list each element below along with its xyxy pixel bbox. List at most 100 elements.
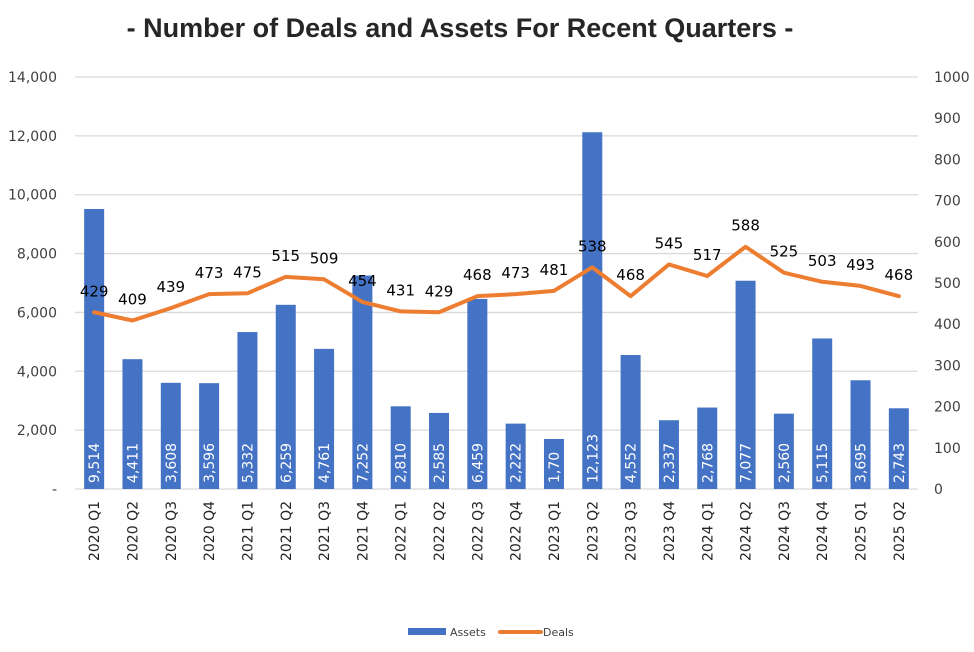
assets-bar	[122, 359, 143, 489]
assets-bar	[620, 355, 641, 489]
x-tick-label: 2022 Q1	[394, 501, 410, 561]
assets-bar	[505, 423, 526, 489]
assets-bar	[467, 298, 488, 489]
assets-bar	[275, 304, 296, 489]
x-tick-label: 2021 Q1	[240, 501, 256, 561]
left-axis: - 2,000 4,000 6,000 8,000 10,000 12,000 14,000	[8, 70, 57, 498]
right-tick-label: 1000	[934, 70, 970, 86]
assets-bars	[84, 132, 909, 489]
left-tick-label: 4,000	[17, 364, 57, 380]
right-tick-label: 0	[934, 482, 943, 498]
assets-bar-label: 2,743	[892, 443, 908, 483]
assets-bar-label: 7,077	[739, 443, 755, 483]
assets-bar	[160, 382, 181, 489]
x-tick-label: 2024 Q1	[700, 501, 716, 561]
right-tick-label: 700	[934, 194, 961, 210]
deals-data-label: 429	[80, 282, 109, 300]
x-tick-label: 2022 Q2	[432, 501, 448, 561]
deals-data-label: 468	[463, 266, 492, 284]
deals-data-label: 473	[501, 264, 530, 282]
assets-bar	[352, 275, 373, 489]
assets-bar	[658, 420, 679, 489]
deals-data-label: 503	[808, 252, 837, 270]
assets-bar-label: 4,761	[317, 443, 333, 483]
deals-data-label: 431	[386, 281, 415, 299]
assets-bar	[543, 438, 564, 489]
deals-data-label: 517	[693, 246, 722, 264]
assets-bar-label: 4,411	[125, 443, 141, 483]
assets-bar-label: 2,337	[662, 443, 678, 483]
x-tick-label: 2023 Q2	[585, 501, 601, 561]
deals-line-labels: 429 409 439 473 475 515 509 454 431 429 468 473 481 5…	[80, 217, 913, 309]
deals-data-label: 409	[118, 290, 147, 308]
left-tick-label: 6,000	[17, 305, 57, 321]
x-tick-label: 2021 Q3	[317, 501, 333, 561]
left-tick-label: 10,000	[8, 188, 57, 204]
x-tick-label: 2024 Q3	[777, 501, 793, 561]
right-tick-label: 100	[934, 441, 961, 457]
x-tick-label: 2021 Q4	[355, 501, 371, 561]
deals-data-label: 439	[156, 278, 185, 296]
deals-series-line	[92, 244, 901, 323]
assets-bar-label: 1,70	[547, 452, 563, 483]
x-tick-label: 2024 Q2	[739, 501, 755, 561]
right-tick-label: 500	[934, 276, 961, 292]
x-tick-label: 2025 Q1	[854, 501, 870, 561]
deals-data-label: 515	[271, 247, 300, 265]
legend: Assets Deals	[408, 626, 574, 639]
assets-bar	[812, 338, 833, 489]
right-tick-label: 200	[934, 400, 961, 416]
assets-bar	[429, 412, 450, 489]
right-tick-label: 400	[934, 317, 961, 333]
x-axis: 2020 Q1 2020 Q2 2020 Q3 2020 Q4 2021 Q1 2021 …	[87, 501, 908, 561]
chart-title: - Number of Deals and Assets For Recent …	[127, 13, 794, 43]
deals-data-label: 475	[233, 263, 262, 281]
x-tick-label: 2023 Q1	[547, 501, 563, 561]
x-tick-label: 2020 Q2	[125, 501, 141, 561]
deals-data-label: 473	[195, 264, 224, 282]
assets-bar	[199, 383, 220, 489]
x-tick-label: 2023 Q3	[624, 501, 640, 561]
assets-bar-label: 2,560	[777, 443, 793, 483]
assets-bar	[888, 408, 909, 489]
assets-bar-label: 3,596	[202, 443, 218, 483]
deals-data-label: 538	[578, 237, 607, 255]
assets-bar	[773, 413, 794, 489]
x-tick-label: 2023 Q4	[662, 501, 678, 561]
right-axis: 0 100 200 300 400 500 600 700 800 900 1000	[934, 70, 970, 498]
assets-bar-label: 12,123	[585, 434, 601, 483]
x-tick-label: 2020 Q3	[164, 501, 180, 561]
left-tick-label: 2,000	[17, 423, 57, 439]
assets-bar	[850, 380, 871, 489]
x-tick-label: 2020 Q1	[87, 501, 103, 561]
deals-data-label: 481	[540, 261, 569, 279]
x-tick-label: 2022 Q4	[509, 501, 525, 561]
assets-bar-label: 2,768	[700, 443, 716, 483]
deals-data-label: 454	[348, 272, 377, 290]
assets-bar	[84, 209, 105, 489]
right-tick-label: 800	[934, 152, 961, 168]
x-tick-label: 2024 Q4	[815, 501, 831, 561]
assets-bar	[697, 407, 718, 489]
assets-bar	[314, 348, 335, 489]
x-tick-label: 2022 Q3	[470, 501, 486, 561]
assets-bar-label: 3,608	[164, 443, 180, 483]
assets-bar-label: 3,695	[854, 443, 870, 483]
assets-bar	[735, 280, 756, 489]
left-tick-label: -	[52, 482, 57, 498]
assets-bar	[582, 132, 603, 489]
assets-bar-label: 4,552	[624, 443, 640, 483]
x-tick-label: 2020 Q4	[202, 501, 218, 561]
left-tick-label: 8,000	[17, 247, 57, 263]
right-tick-label: 300	[934, 358, 961, 374]
assets-bar-label: 5,332	[240, 443, 256, 483]
deals-data-label: 468	[616, 266, 645, 284]
legend-swatch-assets	[408, 628, 446, 635]
left-tick-label: 12,000	[8, 129, 57, 145]
x-tick-label: 2021 Q2	[279, 501, 295, 561]
assets-bar	[237, 332, 258, 489]
assets-bar-label: 9,514	[87, 443, 103, 483]
assets-bar-label: 6,259	[279, 443, 295, 483]
left-tick-label: 14,000	[8, 70, 57, 86]
